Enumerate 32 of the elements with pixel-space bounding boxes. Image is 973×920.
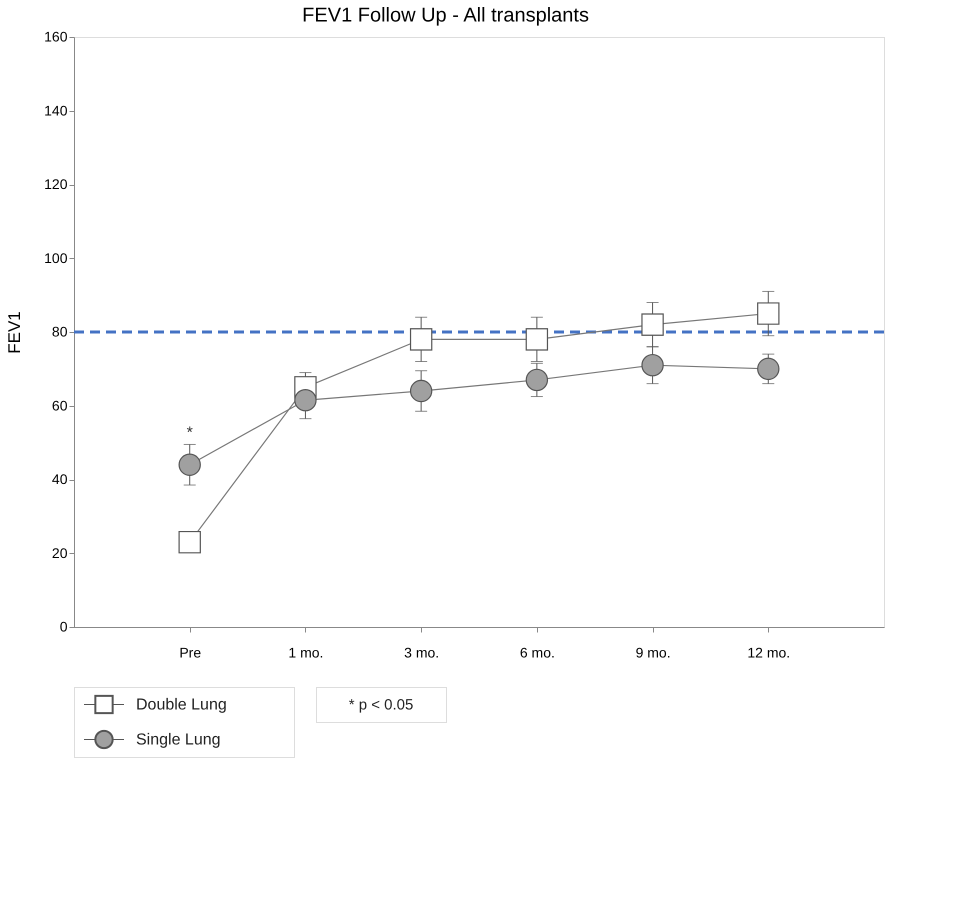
y-tick-label: 40 xyxy=(52,471,68,487)
point xyxy=(526,328,548,351)
x-tick-label: 1 mo. xyxy=(288,644,324,660)
x-tick-label: 12 mo. xyxy=(747,644,790,660)
x-tick-label: 9 mo. xyxy=(636,644,671,660)
y-axis-title: FEV1 xyxy=(5,311,24,354)
point xyxy=(178,530,201,554)
y-tick-label: 160 xyxy=(44,28,68,44)
point xyxy=(641,313,664,336)
x-tick-label: 6 mo. xyxy=(520,644,555,660)
text: * p < 0.05 xyxy=(348,696,414,714)
point xyxy=(526,368,548,392)
x-tick-label: Pre xyxy=(179,644,202,660)
point xyxy=(757,302,780,325)
y-tick-label: 20 xyxy=(52,544,68,561)
y-tick-label: 60 xyxy=(52,397,68,414)
point xyxy=(294,389,317,412)
legend-label: Double Lung xyxy=(136,696,227,714)
point xyxy=(178,454,201,476)
point xyxy=(410,380,432,402)
y-tick-label: 120 xyxy=(44,176,68,192)
y-tick-label: 0 xyxy=(60,618,68,634)
point xyxy=(757,358,780,380)
legend-label: Single Lung xyxy=(136,732,221,748)
y-tick-label: 140 xyxy=(44,102,68,118)
point xyxy=(641,354,664,376)
annotation: * xyxy=(186,424,193,442)
x-tick-label: 3 mo. xyxy=(404,644,440,660)
chart-title: FEV1 Follow Up - All transplants xyxy=(302,4,589,26)
point xyxy=(410,328,432,351)
y-tick-label: 100 xyxy=(44,250,68,266)
y-tick-label: 80 xyxy=(52,324,68,340)
